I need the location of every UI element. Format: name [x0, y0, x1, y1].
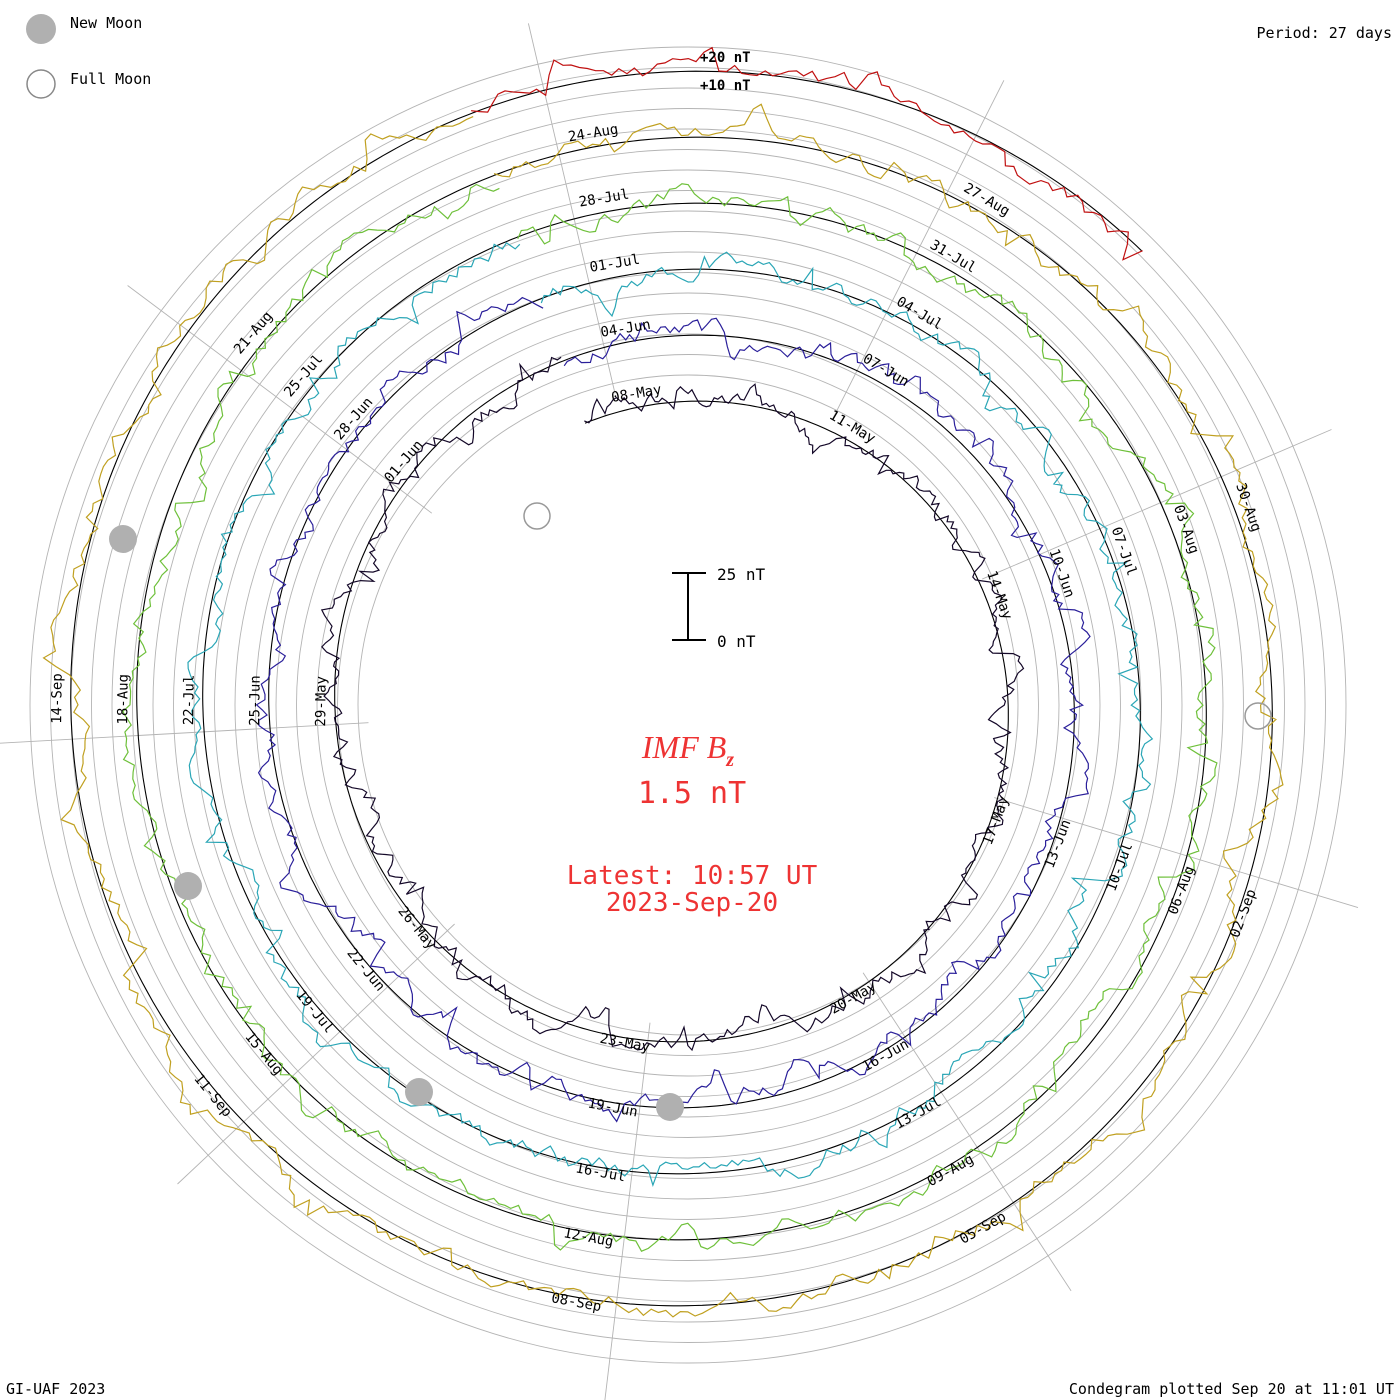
date-label: 18-Aug	[115, 674, 132, 725]
radial-spoke	[177, 923, 455, 1185]
date-label: 13-Jun	[1042, 818, 1075, 871]
date-label: 30-Aug	[1232, 481, 1264, 534]
series-baseline	[136, 174, 1207, 1241]
date-label: 21-Aug	[231, 308, 276, 357]
date-label: 28-Jul	[578, 187, 631, 211]
new-moon-marker	[109, 525, 137, 553]
center-title-main: IMF B	[641, 729, 726, 765]
center-date: 2023-Sep-20	[606, 888, 778, 918]
grid-ring	[29, 46, 1347, 1364]
center-value: 1.5 nT	[638, 776, 746, 811]
center-title-sub: z	[725, 749, 734, 771]
date-label: 10-Jul	[1103, 841, 1136, 894]
date-label: 04-Jul	[893, 294, 945, 334]
grid-ring	[316, 333, 1060, 1077]
series-baseline	[268, 298, 1075, 1109]
ring-scale-plus10: +10 nT	[700, 78, 751, 94]
full-moon-legend-label: Full Moon	[70, 70, 151, 88]
scale-bar: 25 nT 0 nT	[672, 565, 766, 651]
date-label: 28-Jun	[331, 394, 376, 443]
series-line	[320, 356, 1025, 1052]
full-moon-marker	[1244, 702, 1272, 730]
date-label: 11-May	[826, 407, 878, 447]
grid-ring	[193, 210, 1183, 1200]
grid-ring	[214, 231, 1162, 1179]
radial-spoke	[982, 429, 1332, 580]
series-line	[255, 296, 1091, 1123]
series-line	[42, 103, 1284, 1318]
date-label: 10-Jun	[1046, 547, 1078, 600]
series-line	[122, 183, 1218, 1252]
legend: New Moon Full Moon	[26, 14, 151, 99]
date-label: 06-Aug	[1165, 864, 1198, 917]
grid-ring	[357, 374, 1019, 1036]
date-label: 20-May	[827, 979, 879, 1018]
date-label: 13-Jul	[892, 1094, 944, 1133]
full-moon-marker	[523, 502, 551, 530]
grid-rings	[29, 46, 1347, 1364]
date-label: 14-Sep	[49, 673, 66, 724]
date-label: 22-Jun	[343, 945, 387, 994]
radial-spoke	[527, 23, 616, 394]
date-label: 22-Jul	[181, 675, 198, 726]
date-label: 26-May	[394, 903, 438, 952]
series-baseline	[471, 70, 1143, 252]
date-label: 12-Aug	[562, 1225, 615, 1250]
date-label: 03-Aug	[1170, 503, 1202, 556]
date-label: 08-May	[610, 382, 663, 406]
footer-left: GI-UAF 2023	[6, 1380, 105, 1398]
grid-ring	[255, 272, 1121, 1138]
radial-spoke	[604, 1022, 651, 1400]
moon-markers	[109, 502, 1272, 1121]
radial-spoke	[862, 972, 1072, 1292]
new-moon-legend-label: New Moon	[70, 14, 142, 32]
scale-bar-top-label: 25 nT	[717, 565, 766, 584]
grid-ring	[234, 251, 1142, 1159]
series-line	[471, 46, 1143, 261]
radial-spoke	[127, 285, 433, 514]
radial-spokes	[0, 23, 1359, 1400]
grid-ring	[275, 292, 1101, 1118]
series-line	[187, 241, 1154, 1187]
date-label: 25-Jun	[247, 675, 264, 726]
series-baseline	[70, 112, 1273, 1307]
date-label: 07-Jul	[1108, 525, 1140, 578]
series-baseline	[334, 360, 1009, 1043]
date-label: 23-May	[599, 1031, 652, 1056]
new-moon-marker	[656, 1093, 684, 1121]
full-moon-legend-icon	[26, 69, 56, 99]
center-info: IMF Bz 1.5 nT Latest: 10:57 UT 2023-Sep-…	[567, 729, 818, 918]
date-label: 07-Jun	[860, 351, 912, 391]
center-latest: Latest: 10:57 UT	[567, 861, 818, 891]
series-baseline	[202, 236, 1141, 1175]
date-label: 24-Aug	[567, 121, 620, 145]
date-label: 29-May	[313, 676, 330, 727]
date-label: 16-Jul	[574, 1160, 627, 1185]
date-label: 14-May	[983, 569, 1015, 622]
center-title: IMF Bz	[641, 729, 734, 771]
scale-bar-bottom-label: 0 nT	[717, 632, 756, 651]
new-moon-marker	[405, 1078, 433, 1106]
grid-ring	[50, 67, 1326, 1343]
date-label: 04-Jun	[599, 317, 652, 341]
ring-scale-plus20: +20 nT	[700, 50, 751, 66]
grid-ring	[132, 149, 1244, 1261]
data-series	[42, 46, 1284, 1318]
footer-right: Condegram plotted Sep 20 at 11:01 UT	[1069, 1380, 1394, 1398]
date-label: 31-Jul	[927, 237, 979, 277]
radial-spoke	[0, 722, 369, 744]
new-moon-marker	[174, 872, 202, 900]
new-moon-legend-icon	[26, 14, 56, 44]
grid-ring	[296, 313, 1080, 1097]
grid-ring	[91, 108, 1285, 1302]
grid-ring	[337, 354, 1039, 1056]
date-label: 01-Jul	[589, 252, 642, 276]
period-label: Period: 27 days	[1257, 24, 1392, 42]
date-label: 05-Sep	[957, 1209, 1009, 1248]
date-label: 17-May	[980, 794, 1013, 847]
